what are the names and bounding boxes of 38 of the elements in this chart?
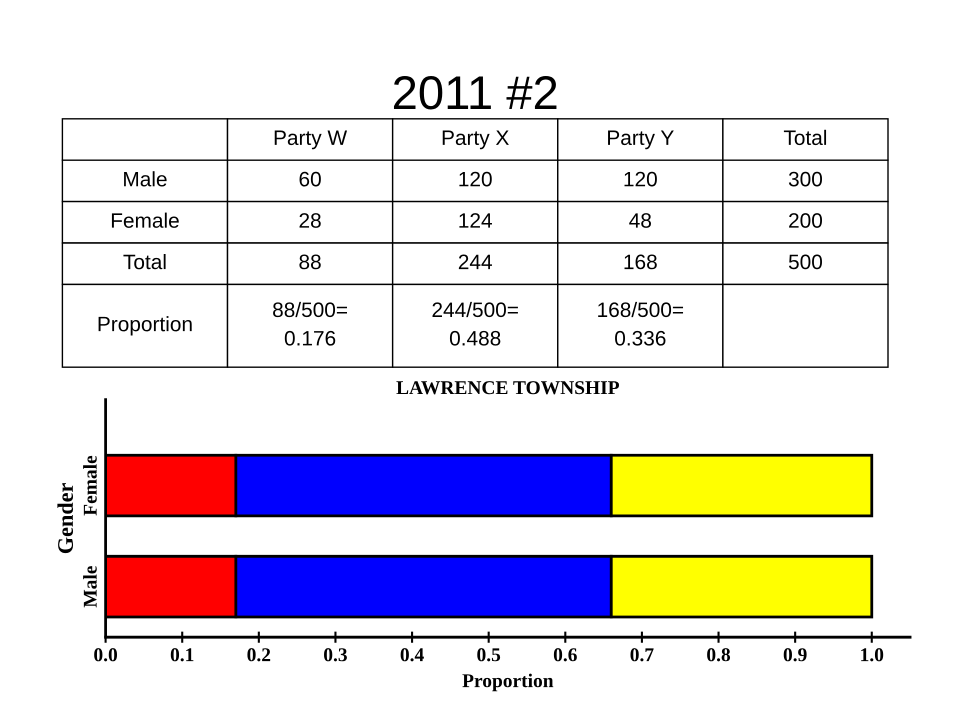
text: 124 (459, 213, 492, 228)
text: 168 (624, 254, 657, 270)
text: 200 (789, 213, 822, 228)
text: 120 (624, 172, 657, 186)
x-tick-label: 0.7 (630, 648, 654, 662)
x-tick-label: 0.3 (324, 648, 347, 662)
text: 168/500= 0.336 (598, 302, 684, 346)
category-label: Proportion (98, 316, 192, 336)
x-tick-label: 0.1 (170, 648, 194, 662)
x-tick-label: 0.6 (554, 648, 577, 662)
text: 88 (299, 254, 321, 270)
chart-title: LAWRENCE TOWNSHIP (396, 381, 620, 394)
category-label: Male (124, 171, 167, 186)
y-axis-title: Gender (57, 483, 74, 554)
x-tick-label: 1.0 (861, 648, 884, 662)
x-tick-label: 0.5 (477, 648, 500, 662)
text: 120 (459, 172, 492, 186)
text: 28 (300, 213, 321, 228)
text: 500 (788, 254, 822, 270)
text: 244/500= 0.488 (432, 302, 518, 346)
category-label: Total (123, 254, 166, 270)
x-tick-label: 0.9 (784, 648, 807, 662)
category-label: Party W (274, 130, 348, 150)
x-axis-title: Proportion (462, 674, 554, 692)
x-tick-label: 0.4 (400, 648, 424, 662)
category-label: Total (784, 130, 826, 146)
text: 88/500= 0.176 (273, 302, 347, 346)
text: 300 (788, 172, 822, 186)
category-label: Party Y (608, 130, 674, 150)
text: 2011 #2 (394, 76, 556, 110)
x-tick-label: 0.8 (707, 648, 730, 662)
text: 244 (458, 254, 492, 270)
text: 60 (300, 172, 321, 186)
category-label: Party X (442, 130, 509, 150)
text: 48 (629, 213, 651, 228)
x-tick-label: 0.0 (94, 648, 118, 662)
category-label: Female (112, 212, 179, 228)
x-tick-label: 0.2 (247, 648, 270, 662)
